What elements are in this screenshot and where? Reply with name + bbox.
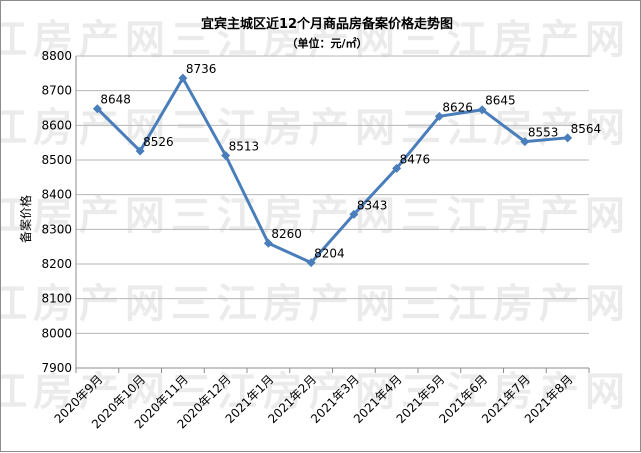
data-label: 8343 (357, 198, 388, 212)
y-tick-label: 8200 (41, 257, 72, 271)
y-tick-label: 8300 (41, 222, 72, 236)
y-tick-label: 8700 (41, 84, 72, 98)
chart-subtitle: （单位：元/㎡） (286, 36, 367, 50)
y-tick-label: 8500 (41, 153, 72, 167)
data-label: 8736 (186, 62, 217, 76)
y-axis-label: 备案价格 (18, 195, 33, 243)
watermark-text: 三江房产网 (1, 369, 171, 415)
watermark-text: 三江房产网 (171, 193, 401, 239)
data-point (477, 105, 487, 115)
y-tick-label: 8400 (41, 188, 72, 202)
watermark-text: 三江房产网 (171, 369, 401, 415)
watermark-text: 三江房产网 (401, 369, 631, 415)
watermark-text: 三江房产网 (1, 105, 171, 151)
watermark-text: 三江房产网 (401, 193, 631, 239)
y-tick-label: 8800 (41, 49, 72, 63)
y-tick-label: 7900 (41, 361, 72, 375)
data-label: 8526 (143, 135, 174, 149)
data-point (434, 111, 444, 121)
watermark-text: 三江房产网 (1, 17, 171, 63)
data-point (178, 73, 188, 83)
y-tick-label: 8600 (41, 118, 72, 132)
data-point (520, 137, 530, 147)
data-labels: 8648 8526 8736 8513 8260 8204 8343 8476 8626 8645… (100, 62, 601, 260)
data-point (349, 209, 359, 219)
watermark-text: 三江房产网 (1, 193, 171, 239)
series-line (96, 76, 568, 265)
data-point (563, 133, 573, 143)
watermark-text: 三江房产网 (401, 17, 631, 63)
data-point (92, 104, 102, 114)
data-label: 8476 (400, 152, 431, 166)
watermark-text: 三江房产网 (171, 281, 401, 327)
data-label: 8260 (271, 227, 302, 241)
watermark-layer: 三江房产网三江房产网三江房产网三江房产网三江房产网三江房产网三江房产网三江房产网… (1, 17, 631, 415)
data-label: 8648 (100, 93, 131, 107)
watermark-text: 三江房产网 (401, 105, 631, 151)
data-point (221, 150, 231, 160)
data-point (135, 146, 145, 156)
data-label: 8564 (571, 122, 602, 136)
data-point (306, 258, 316, 268)
data-label: 8645 (485, 94, 516, 108)
data-point (263, 238, 273, 248)
data-label: 8513 (229, 139, 260, 153)
series-layer (92, 73, 573, 268)
data-label: 8626 (442, 100, 473, 114)
y-tick-label: 8100 (41, 292, 72, 306)
data-point (392, 163, 402, 173)
watermark-text: 三江房产网 (171, 105, 401, 151)
watermark-text: 三江房产网 (1, 281, 171, 327)
data-label: 8553 (528, 126, 559, 140)
chart-title: 宜宾主城区近12个月商品房备案价格走势图 (201, 16, 453, 32)
y-axis-ticks: 7900 8000 8100 8200 8300 8400 8500 8600 8700 8800 (41, 49, 72, 375)
data-label: 8204 (314, 247, 345, 261)
watermark-text: 三江房产网 (171, 17, 401, 63)
y-tick-label: 8000 (41, 326, 72, 340)
watermark-text: 三江房产网 (401, 281, 631, 327)
